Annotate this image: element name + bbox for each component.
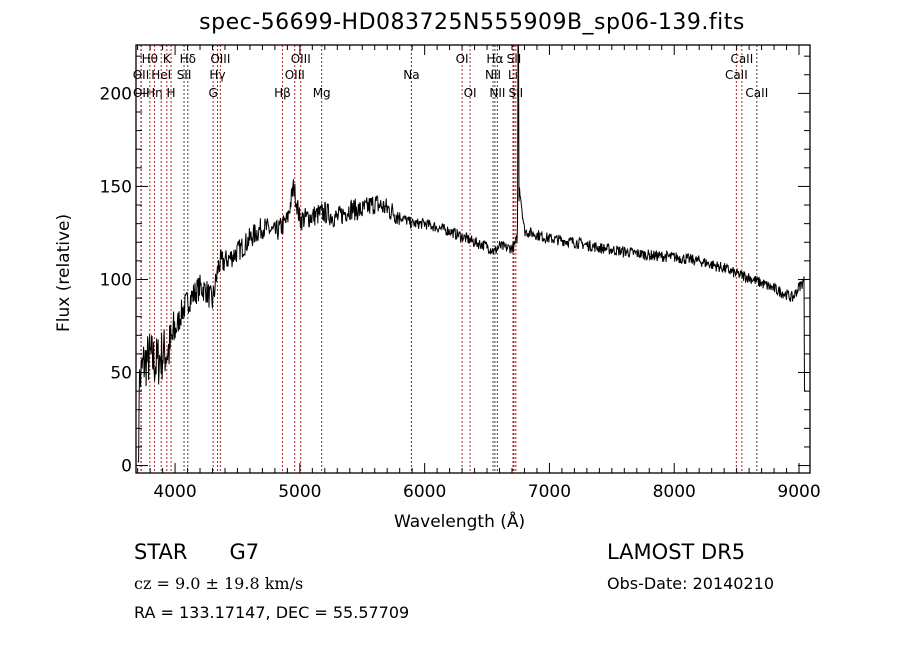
- x-axis-label: Wavelength (Å): [394, 512, 526, 532]
- line-marker-label: Hγ: [209, 68, 225, 82]
- line-marker-label: H: [167, 86, 176, 100]
- x-tick-label: 8000: [653, 482, 696, 502]
- plot-frame: [135, 44, 811, 474]
- line-marker-label: Hη: [146, 86, 163, 100]
- y-tick-label: 100: [100, 270, 132, 290]
- line-marker-label: Hα: [486, 52, 503, 66]
- line-marker-label: G: [208, 86, 217, 100]
- line-marker-label: CaII: [730, 52, 753, 66]
- x-tick-label: 7000: [528, 482, 571, 502]
- line-marker-label: OIII: [291, 52, 311, 66]
- line-marker-label: K: [163, 52, 172, 66]
- line-marker-label: Hθ: [142, 52, 158, 66]
- line-marker-label: SII: [507, 52, 522, 66]
- coords-label: RA = 133.17147, DEC = 55.57709: [134, 603, 410, 622]
- class-label: STAR: [134, 540, 188, 564]
- obs-date-label: Obs-Date: 20140210: [607, 574, 775, 593]
- y-tick-label: 0: [121, 457, 132, 477]
- line-marker-label: Hβ: [274, 86, 291, 100]
- x-tick-label: 6000: [403, 482, 446, 502]
- y-tick-label: 200: [100, 84, 132, 104]
- line-marker-label: NII: [489, 86, 505, 100]
- object-class: STAR G7: [134, 540, 259, 564]
- line-marker-label: HeI: [151, 68, 171, 82]
- y-tick-label: 150: [100, 177, 132, 197]
- x-tick-label: 4000: [153, 482, 196, 502]
- survey-label: LAMOST DR5: [607, 540, 746, 564]
- chart-title: spec-56699-HD083725N555909B_sp06-139.fit…: [199, 10, 745, 35]
- x-tick-label: 9000: [777, 482, 820, 502]
- line-marker-label: SII: [509, 86, 524, 100]
- line-marker-label: OI: [456, 52, 469, 66]
- y-tick-label: 50: [110, 364, 132, 384]
- line-marker-label: OIII: [285, 68, 305, 82]
- line-marker-label: SII: [177, 68, 192, 82]
- line-marker-label: Li: [508, 68, 518, 82]
- line-marker-label: OI: [464, 86, 477, 100]
- y-axis-label: Flux (relative): [54, 213, 74, 332]
- line-marker-label: Mg: [313, 86, 331, 100]
- line-marker-label: Hδ: [180, 52, 196, 66]
- line-marker-label: OIII: [210, 52, 230, 66]
- x-tick-label: 5000: [278, 482, 321, 502]
- spectrum-line: [137, 44, 807, 463]
- line-marker-label: CaII: [745, 86, 768, 100]
- line-marker-label: CaII: [725, 68, 748, 82]
- subclass-label: G7: [229, 540, 260, 564]
- line-marker-label: Na: [403, 68, 419, 82]
- redshift-label: cz = 9.0 ± 19.8 km/s: [134, 574, 304, 593]
- line-marker-label: NII: [485, 68, 501, 82]
